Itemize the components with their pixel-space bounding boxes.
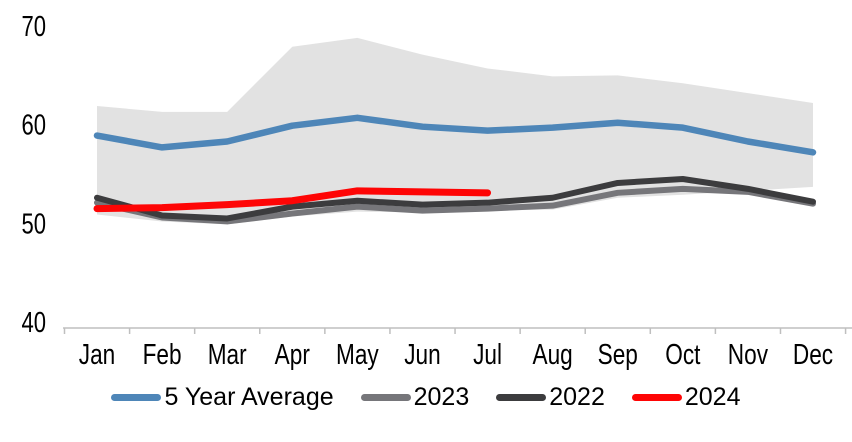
series-line-5-year-average: [93, 114, 817, 156]
legend-item-2024: 2024: [631, 383, 741, 412]
legend-item-5-year-average: 5 Year Average: [111, 383, 334, 412]
legend-label: 2022: [549, 383, 605, 411]
x-tick-label: Nov: [728, 337, 768, 370]
y-tick-label: 40: [21, 307, 46, 339]
legend: 5 Year Average 2023 2022 2024: [0, 383, 852, 412]
x-tick-label: Jan: [79, 337, 115, 370]
x-tick-label: Aug: [533, 337, 573, 370]
legend-swatch-2024: [631, 393, 682, 401]
x-tick-label: Feb: [143, 337, 182, 370]
legend-swatch-2022: [496, 393, 547, 401]
legend-label: 2024: [684, 383, 741, 411]
x-tick-label: Mar: [208, 337, 247, 370]
y-tick-label: 60: [21, 110, 46, 142]
x-tick-label: May: [336, 337, 379, 370]
x-tick-label: Apr: [275, 337, 310, 370]
y-tick-label: 70: [21, 11, 46, 43]
x-tick-label: Dec: [793, 337, 833, 370]
legend-item-2022: 2022: [496, 383, 605, 412]
y-tick-label: 50: [21, 209, 46, 241]
legend-item-2023: 2023: [360, 383, 470, 412]
legend-swatch-5-year-average: [111, 393, 162, 401]
x-tick-label: Oct: [665, 337, 701, 370]
series-line-2022: [94, 175, 816, 222]
x-tick-label: Jun: [404, 337, 440, 370]
legend-label: 2023: [413, 383, 470, 411]
x-tick-label: Jul: [473, 337, 502, 370]
legend-swatch-2023: [360, 393, 411, 401]
series-line-2024: [93, 187, 492, 213]
x-tick-label: Sep: [598, 337, 638, 370]
legend-label: 5 Year Average: [164, 383, 334, 411]
